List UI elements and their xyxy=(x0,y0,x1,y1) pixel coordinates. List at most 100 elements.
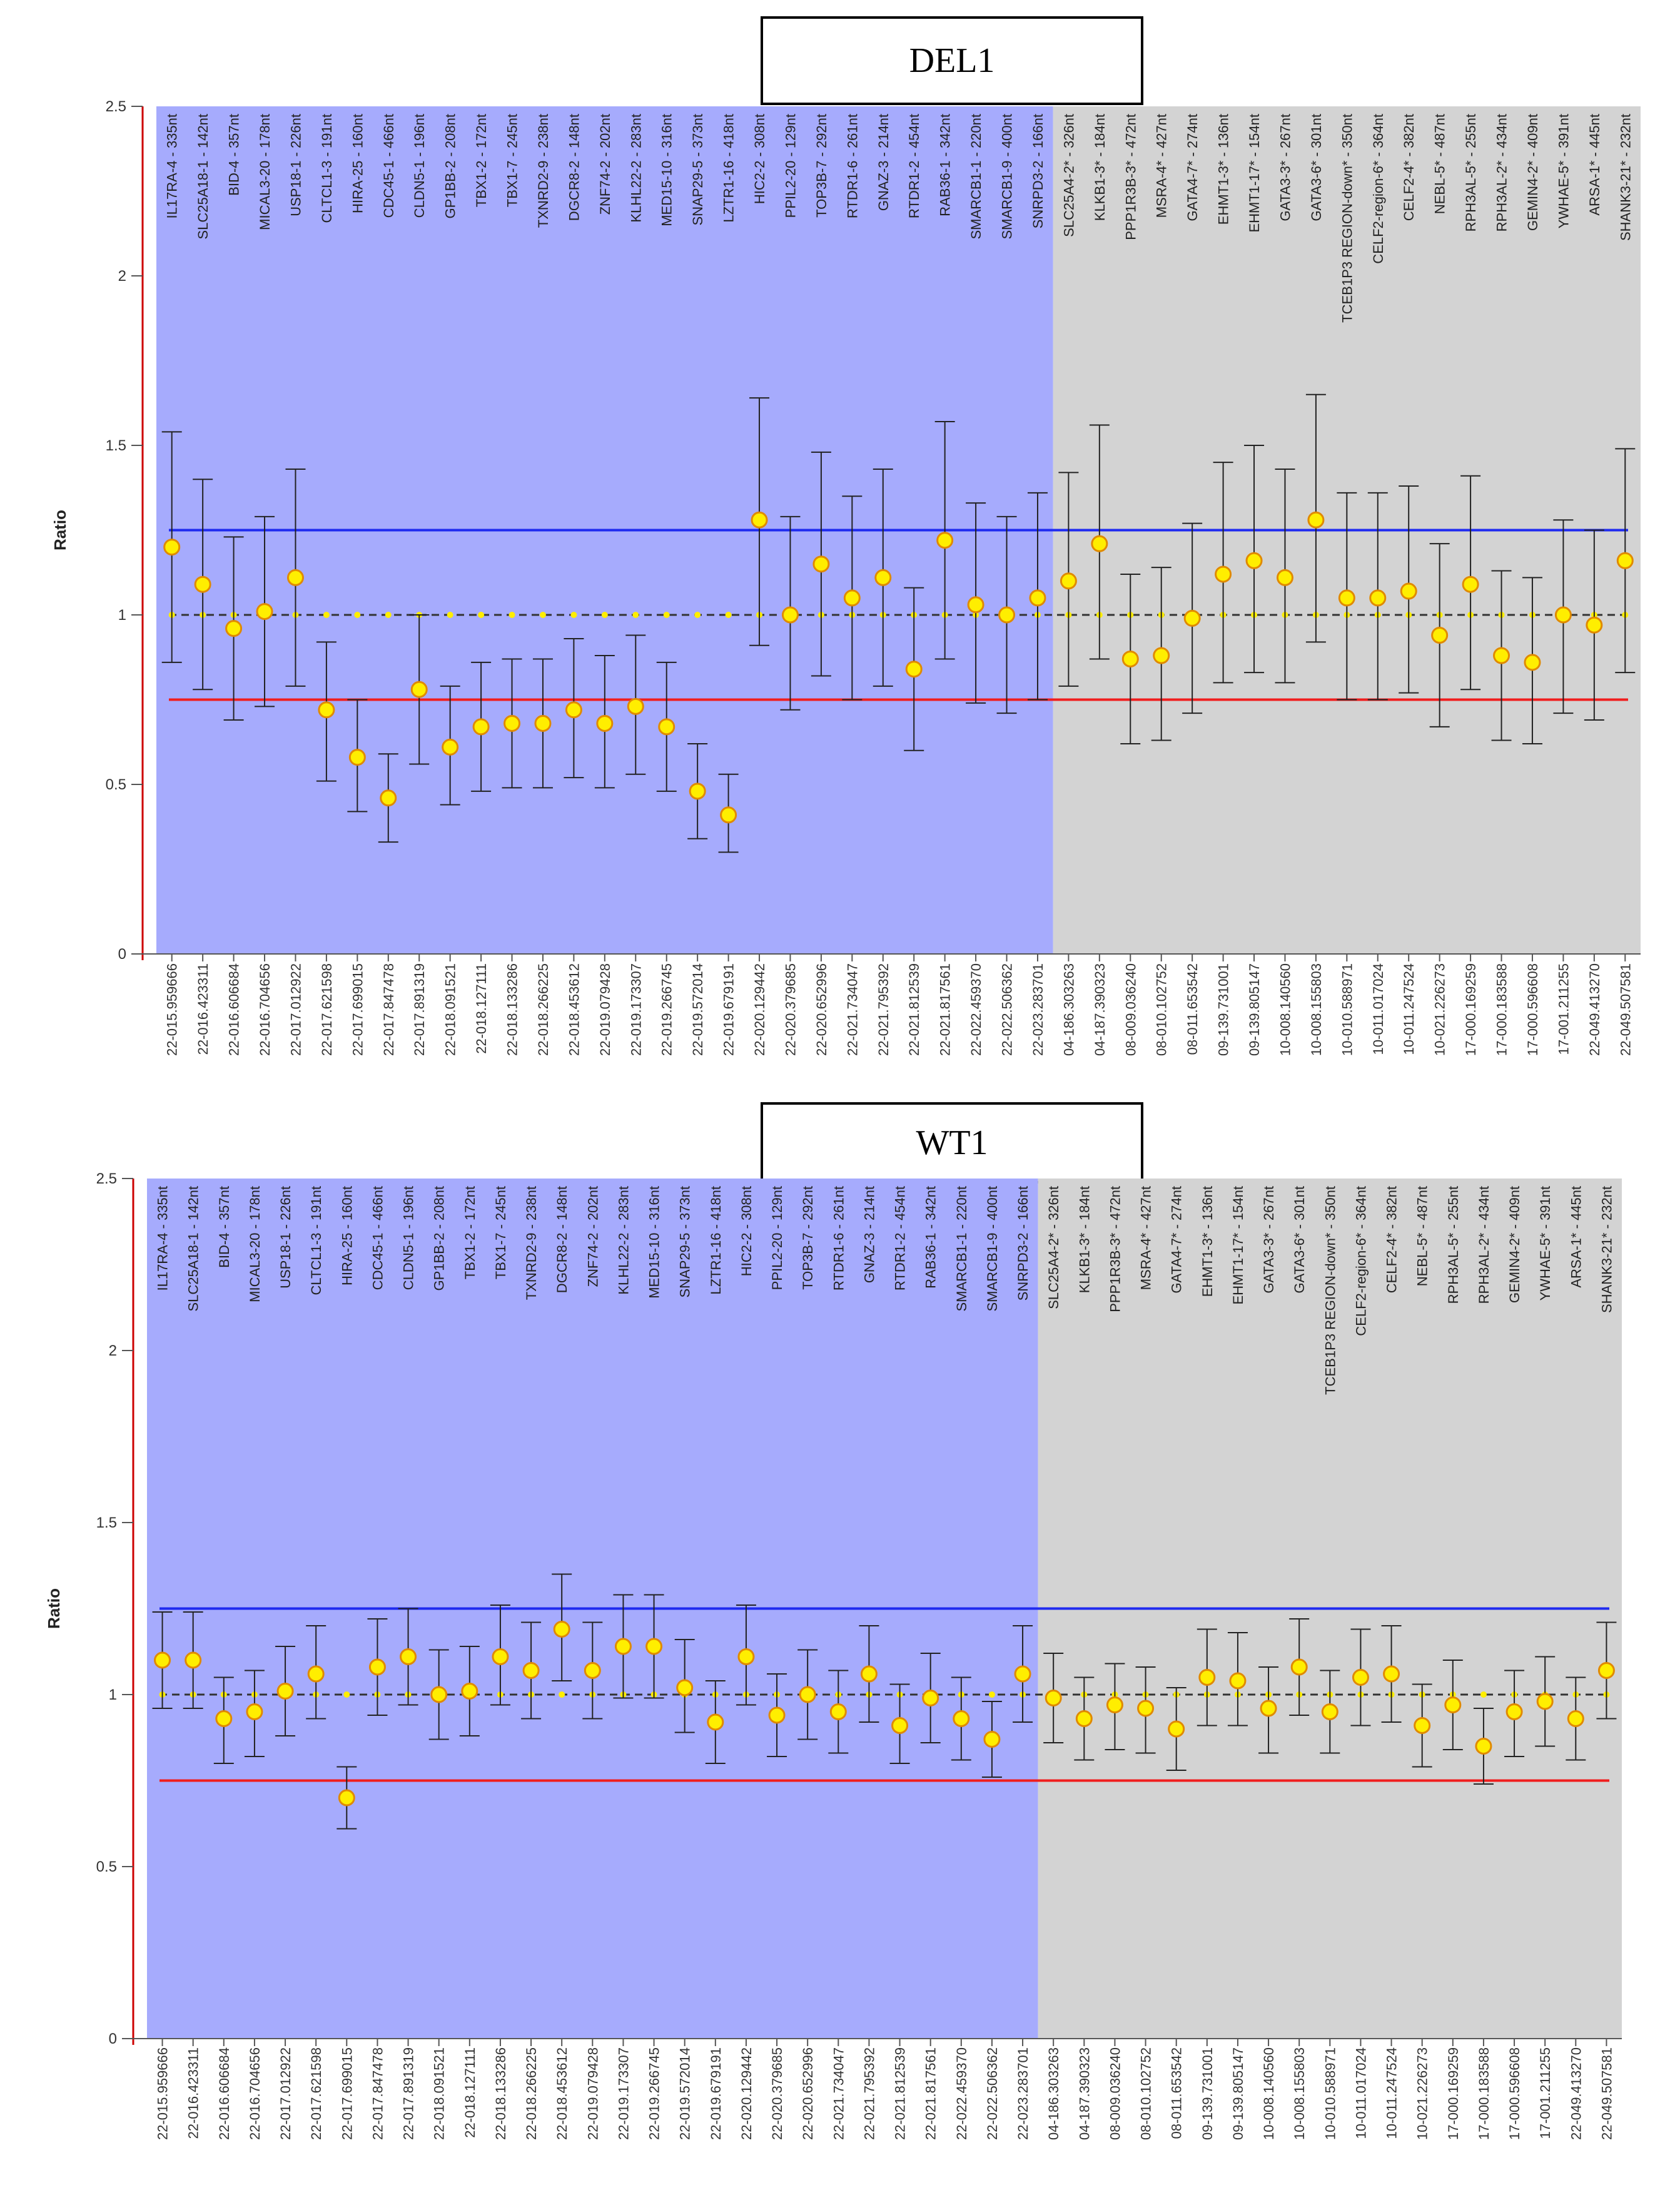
data-point xyxy=(503,714,521,732)
data-point xyxy=(368,1658,386,1676)
x-tick-label: 22-020.129442 xyxy=(752,963,767,1056)
x-tick-label: 22-018.127111 xyxy=(462,2047,478,2138)
data-point xyxy=(1045,1690,1062,1706)
x-tick-label: 22-017.847478 xyxy=(381,963,397,1056)
probe-label: TBX1-7 - 245nt xyxy=(505,114,520,207)
probe-label: RPH3AL-5* - 255nt xyxy=(1463,114,1479,231)
probe-label: MSRA-4* - 427nt xyxy=(1154,114,1170,218)
x-tick-label: 17-001.211255 xyxy=(1537,2047,1553,2139)
y-tick-label: 0.5 xyxy=(106,776,126,793)
x-tick-label: 09-139.805147 xyxy=(1247,963,1262,1056)
reference-dot xyxy=(559,1691,565,1698)
y-axis-label: Ratio xyxy=(44,1588,63,1629)
data-point xyxy=(307,1665,325,1683)
probe-label: RTDR1-6 - 261nt xyxy=(831,1186,846,1290)
x-tick-label: 10-008.155803 xyxy=(1308,963,1324,1056)
reference-dot xyxy=(988,1691,995,1698)
data-point xyxy=(400,1648,417,1665)
chart-title-del1: DEL1 xyxy=(761,16,1143,105)
probe-label: MED15-10 - 316nt xyxy=(659,114,675,226)
probe-label: SHANK3-21* - 232nt xyxy=(1617,114,1633,241)
probe-label: SLC25A18-1 - 142nt xyxy=(195,114,211,240)
data-point xyxy=(1168,1720,1185,1738)
data-point xyxy=(874,569,892,586)
probe-label: EHMT1-17* - 154nt xyxy=(1230,1186,1246,1305)
data-point xyxy=(922,1690,939,1706)
data-point xyxy=(1321,1703,1338,1720)
probe-label: RAB36-1 - 342nt xyxy=(923,1186,939,1289)
x-tick-label: 22-022.506362 xyxy=(984,2047,1000,2140)
data-point xyxy=(163,539,181,556)
data-point xyxy=(737,1648,755,1665)
probe-label: IL17RA-4 - 335nt xyxy=(164,114,180,219)
x-tick-label: 22-049.413270 xyxy=(1587,963,1602,1056)
x-tick-label: 22-018.091521 xyxy=(443,963,458,1056)
data-point xyxy=(1444,1696,1462,1713)
probe-label: TCEB1P3 REGION-down* - 350nt xyxy=(1322,1186,1338,1395)
x-tick-label: 17-000.596608 xyxy=(1525,963,1541,1056)
x-tick-label: 22-016.704656 xyxy=(257,963,273,1056)
x-tick-label: 22-019.173307 xyxy=(628,963,644,1056)
probe-label: YWHAE-5* - 391nt xyxy=(1556,114,1571,228)
data-point xyxy=(442,738,459,756)
probe-label: LZTR1-16 - 418nt xyxy=(721,114,737,223)
probe-label: HIRA-25 - 160nt xyxy=(350,114,365,213)
probe-label: SMARCB1-9 - 400nt xyxy=(999,114,1015,240)
x-tick-label: 17-000.183588 xyxy=(1476,2047,1492,2140)
y-tick-label: 2.5 xyxy=(96,1170,117,1187)
x-tick-label: 22-049.413270 xyxy=(1568,2047,1584,2140)
x-tick-label: 22-021.812539 xyxy=(893,2047,908,2140)
probe-label: KLKB1-3* - 184nt xyxy=(1092,114,1108,221)
probe-label: RPH3AL-2* - 434nt xyxy=(1494,114,1510,231)
data-point xyxy=(1352,1669,1369,1686)
probe-label: TCEB1P3 REGION-down* - 350nt xyxy=(1339,114,1355,323)
x-tick-label: 22-018.453612 xyxy=(566,963,582,1056)
x-tick-label: 04-186.303263 xyxy=(1046,2047,1061,2140)
x-tick-label: 17-000.169259 xyxy=(1445,2047,1461,2140)
data-point xyxy=(1229,1672,1247,1690)
x-tick-label: 22-016.423311 xyxy=(195,963,211,1055)
data-point xyxy=(584,1662,601,1679)
probe-label: CELF2-region-6* - 364nt xyxy=(1370,114,1386,264)
x-tick-label: 22-019.173307 xyxy=(615,2047,631,2140)
probe-label: EHMT1-3* - 136nt xyxy=(1200,1186,1215,1297)
probe-label: DGCR8-2 - 148nt xyxy=(566,114,582,221)
data-point xyxy=(1524,654,1541,671)
x-tick-label: 22-021.795392 xyxy=(861,2047,877,2140)
probe-label: RTDR1-6 - 261nt xyxy=(844,114,860,218)
probe-label: NEBL-5* - 487nt xyxy=(1432,114,1448,214)
data-point xyxy=(185,1651,202,1669)
probe-label: IL17RA-4 - 335nt xyxy=(155,1186,171,1291)
x-tick-label: 22-015.959666 xyxy=(164,963,180,1056)
x-tick-label: 09-139.805147 xyxy=(1230,2047,1246,2140)
probe-label: MSRA-4* - 427nt xyxy=(1138,1186,1154,1290)
x-tick-label: 22-019.679191 xyxy=(708,2047,724,2140)
data-point xyxy=(338,1789,355,1807)
reference-dot xyxy=(478,612,485,618)
reference-dot xyxy=(632,612,639,618)
x-tick-label: 22-017.621598 xyxy=(308,2047,324,2140)
probe-label: ZNF74-2 - 202nt xyxy=(585,1186,600,1287)
x-tick-label: 22-017.847478 xyxy=(370,2047,385,2140)
data-point xyxy=(348,749,366,766)
data-point xyxy=(225,620,243,637)
probe-label: KLKB1-3* - 184nt xyxy=(1076,1186,1092,1293)
data-point xyxy=(998,606,1016,624)
data-point xyxy=(553,1621,570,1638)
probe-label: CLDN5-1 - 196nt xyxy=(401,1186,417,1290)
probe-label: TXNRD2-9 - 238nt xyxy=(535,114,551,228)
x-tick-label: 22-015.959666 xyxy=(155,2047,171,2140)
data-point xyxy=(860,1665,878,1683)
data-point xyxy=(596,714,614,732)
data-point xyxy=(1245,552,1263,569)
data-point xyxy=(905,661,923,678)
data-point xyxy=(1290,1658,1308,1676)
data-point xyxy=(983,1731,1001,1748)
probe-label: CLTCL1-3 - 191nt xyxy=(308,1186,324,1295)
probe-label: SMARCB1-1 - 220nt xyxy=(968,114,984,240)
probe-label: MICAL3-20 - 178nt xyxy=(247,1186,263,1302)
y-tick-label: 1 xyxy=(118,607,126,624)
x-tick-label: 04-187.390323 xyxy=(1076,2047,1092,2140)
x-tick-label: 22-016.606684 xyxy=(216,2047,232,2140)
reference-dot xyxy=(354,612,361,618)
